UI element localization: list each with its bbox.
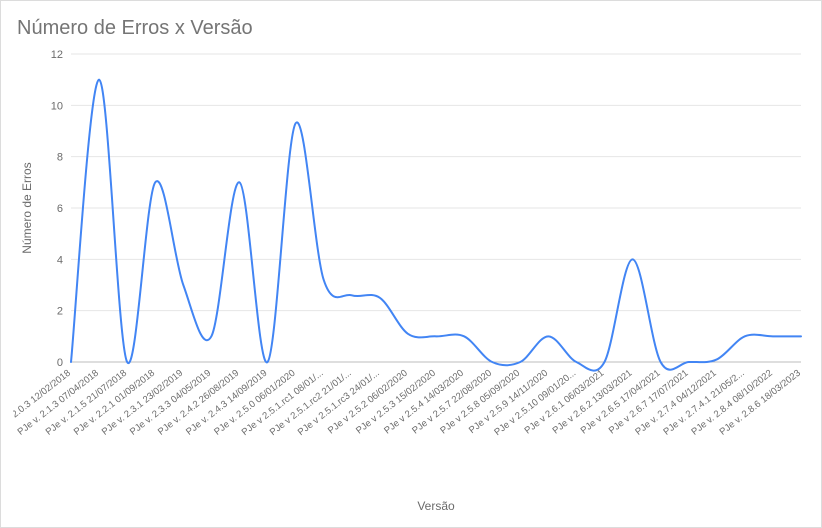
y-tick-label: 6: [57, 203, 63, 215]
plot-area: 024681012PJe v. 2.0.3 12/02/2018PJe v. 2…: [13, 46, 809, 516]
y-axis-label: Número de Erros: [20, 162, 34, 253]
x-axis-label: Versão: [417, 499, 455, 513]
y-tick-label: 0: [57, 357, 63, 369]
y-tick-label: 12: [51, 49, 63, 61]
y-tick-label: 2: [57, 306, 63, 318]
y-tick-label: 8: [57, 152, 63, 164]
chart-frame: Número de Erros x Versão 024681012PJe v.…: [0, 0, 822, 528]
line-chart-svg: 024681012PJe v. 2.0.3 12/02/2018PJe v. 2…: [13, 46, 811, 516]
data-line: [71, 80, 801, 371]
y-tick-label: 4: [57, 254, 63, 266]
y-tick-label: 10: [51, 100, 63, 112]
chart-title: Número de Erros x Versão: [17, 17, 809, 40]
